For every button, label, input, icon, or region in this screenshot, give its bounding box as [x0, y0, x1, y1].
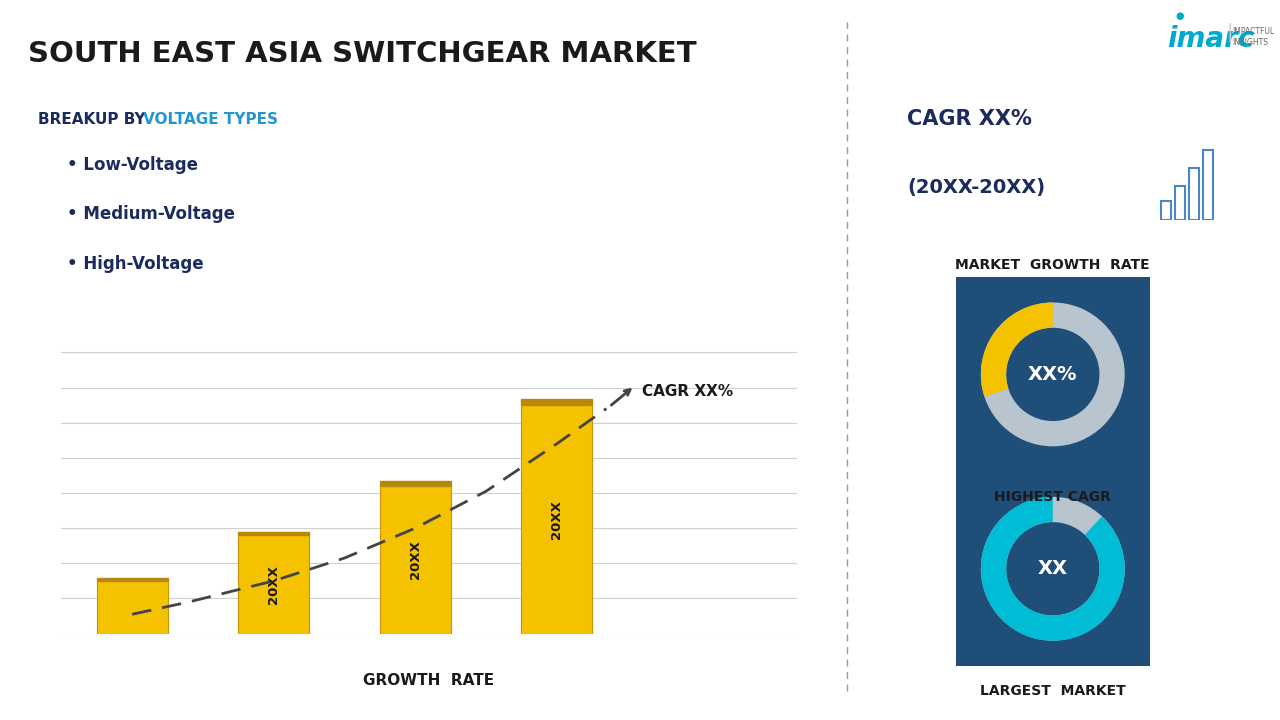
- Text: SOUTH EAST ASIA SWITCHGEAR MARKET: SOUTH EAST ASIA SWITCHGEAR MARKET: [28, 40, 696, 68]
- Bar: [238, 531, 310, 535]
- Text: • High-Voltage: • High-Voltage: [67, 255, 204, 273]
- Text: XX: XX: [1038, 559, 1068, 578]
- FancyBboxPatch shape: [5, 128, 808, 311]
- Text: CAGR XX%: CAGR XX%: [641, 384, 733, 399]
- Wedge shape: [980, 302, 1052, 397]
- Text: 20XX: 20XX: [550, 500, 563, 539]
- Bar: [380, 486, 451, 634]
- Text: GROWTH  RATE: GROWTH RATE: [364, 673, 494, 688]
- FancyBboxPatch shape: [943, 460, 1162, 678]
- Text: IMPACTFUL
INSIGHTS: IMPACTFUL INSIGHTS: [1233, 27, 1275, 48]
- Bar: [97, 581, 168, 634]
- Bar: [380, 481, 451, 486]
- Text: (20XX-20XX): (20XX-20XX): [908, 178, 1044, 197]
- Bar: [521, 405, 593, 634]
- Text: HIGHEST CAGR: HIGHEST CAGR: [995, 490, 1111, 503]
- Text: XX%: XX%: [1028, 365, 1078, 384]
- Wedge shape: [980, 497, 1125, 641]
- Bar: [1161, 201, 1171, 220]
- Bar: [1203, 150, 1213, 220]
- Text: CAGR XX%: CAGR XX%: [908, 109, 1032, 130]
- Text: 20XX: 20XX: [408, 540, 422, 579]
- Bar: [521, 399, 593, 405]
- Bar: [1175, 186, 1185, 220]
- Wedge shape: [980, 302, 1125, 446]
- Text: LARGEST  MARKET: LARGEST MARKET: [980, 684, 1125, 698]
- Text: ●: ●: [1175, 11, 1184, 21]
- Text: |: |: [1226, 22, 1233, 42]
- Wedge shape: [980, 497, 1125, 641]
- FancyBboxPatch shape: [859, 68, 1247, 243]
- Bar: [238, 535, 310, 634]
- Text: • Low-Voltage: • Low-Voltage: [67, 156, 197, 174]
- Text: MARKET  GROWTH  RATE: MARKET GROWTH RATE: [955, 258, 1149, 271]
- Text: • Medium-Voltage: • Medium-Voltage: [67, 205, 234, 223]
- Bar: [1189, 168, 1199, 220]
- FancyBboxPatch shape: [943, 266, 1162, 483]
- Text: imarc: imarc: [1167, 25, 1254, 53]
- Text: VOLTAGE TYPES: VOLTAGE TYPES: [143, 112, 278, 127]
- Bar: [97, 578, 168, 581]
- Text: 20XX: 20XX: [268, 565, 280, 604]
- Text: BREAKUP BY: BREAKUP BY: [38, 112, 151, 127]
